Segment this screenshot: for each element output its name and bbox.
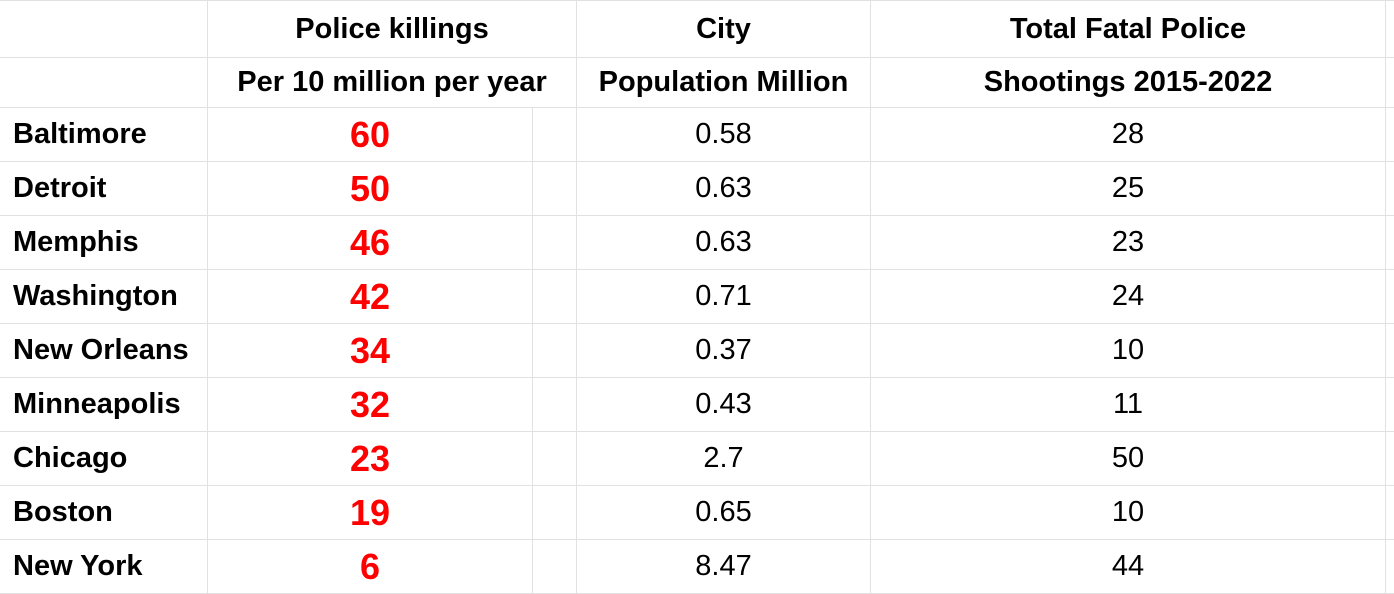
header-extra-cell[interactable] — [1386, 58, 1394, 107]
total-shootings-cell[interactable]: 24 — [871, 270, 1386, 323]
header-rate-line2[interactable]: Per 10 million per year — [208, 58, 577, 107]
city-cell[interactable]: Detroit — [0, 162, 208, 215]
empty-cell[interactable] — [1386, 486, 1394, 539]
total-shootings-cell[interactable]: 11 — [871, 378, 1386, 431]
table-row: Minneapolis 32 0.43 11 — [0, 378, 1394, 432]
total-shootings-cell[interactable]: 44 — [871, 540, 1386, 593]
population-cell[interactable]: 8.47 — [577, 540, 871, 593]
header-row-2: Per 10 million per year Population Milli… — [0, 58, 1394, 108]
total-shootings-cell[interactable]: 10 — [871, 486, 1386, 539]
empty-cell[interactable] — [1386, 162, 1394, 215]
empty-cell[interactable] — [533, 432, 577, 485]
total-shootings-cell[interactable]: 28 — [871, 108, 1386, 161]
header-empty-cell[interactable] — [0, 1, 208, 57]
rate-cell[interactable]: 6 — [208, 540, 533, 593]
total-shootings-cell[interactable]: 50 — [871, 432, 1386, 485]
population-cell[interactable]: 0.58 — [577, 108, 871, 161]
total-shootings-cell[interactable]: 23 — [871, 216, 1386, 269]
city-cell[interactable]: Chicago — [0, 432, 208, 485]
city-cell[interactable]: Memphis — [0, 216, 208, 269]
rate-cell[interactable]: 19 — [208, 486, 533, 539]
population-cell[interactable]: 0.43 — [577, 378, 871, 431]
header-total-line2[interactable]: Shootings 2015-2022 — [871, 58, 1386, 107]
empty-cell[interactable] — [1386, 216, 1394, 269]
empty-cell[interactable] — [533, 270, 577, 323]
rate-cell[interactable]: 42 — [208, 270, 533, 323]
header-row-1: Police killings City Total Fatal Police — [0, 0, 1394, 58]
header-population-line2[interactable]: Population Million — [577, 58, 871, 107]
population-cell[interactable]: 0.71 — [577, 270, 871, 323]
population-cell[interactable]: 0.63 — [577, 162, 871, 215]
empty-cell[interactable] — [1386, 324, 1394, 377]
city-cell[interactable]: Minneapolis — [0, 378, 208, 431]
empty-cell[interactable] — [533, 378, 577, 431]
empty-cell[interactable] — [533, 216, 577, 269]
empty-cell[interactable] — [1386, 540, 1394, 593]
empty-cell[interactable] — [1386, 432, 1394, 485]
table-row: Baltimore 60 0.58 28 — [0, 108, 1394, 162]
rate-cell[interactable]: 23 — [208, 432, 533, 485]
population-cell[interactable]: 0.37 — [577, 324, 871, 377]
rate-cell[interactable]: 50 — [208, 162, 533, 215]
rate-cell[interactable]: 46 — [208, 216, 533, 269]
table-row: New Orleans 34 0.37 10 — [0, 324, 1394, 378]
empty-cell[interactable] — [1386, 108, 1394, 161]
empty-cell[interactable] — [533, 162, 577, 215]
rate-cell[interactable]: 60 — [208, 108, 533, 161]
header-extra-cell[interactable] — [1386, 1, 1394, 57]
total-shootings-cell[interactable]: 25 — [871, 162, 1386, 215]
header-rate-line1[interactable]: Police killings — [208, 1, 577, 57]
table-row: Detroit 50 0.63 25 — [0, 162, 1394, 216]
table-row: Boston 19 0.65 10 — [0, 486, 1394, 540]
rate-cell[interactable]: 32 — [208, 378, 533, 431]
city-cell[interactable]: Baltimore — [0, 108, 208, 161]
table-row: New York 6 8.47 44 — [0, 540, 1394, 594]
city-cell[interactable]: Boston — [0, 486, 208, 539]
table-row: Washington 42 0.71 24 — [0, 270, 1394, 324]
total-shootings-cell[interactable]: 10 — [871, 324, 1386, 377]
empty-cell[interactable] — [1386, 378, 1394, 431]
rate-cell[interactable]: 34 — [208, 324, 533, 377]
population-cell[interactable]: 0.65 — [577, 486, 871, 539]
header-empty-cell[interactable] — [0, 58, 208, 107]
city-cell[interactable]: New Orleans — [0, 324, 208, 377]
empty-cell[interactable] — [533, 108, 577, 161]
city-cell[interactable]: New York — [0, 540, 208, 593]
population-cell[interactable]: 0.63 — [577, 216, 871, 269]
population-cell[interactable]: 2.7 — [577, 432, 871, 485]
header-total-line1[interactable]: Total Fatal Police — [871, 1, 1386, 57]
table-row: Memphis 46 0.63 23 — [0, 216, 1394, 270]
table-row: Chicago 23 2.7 50 — [0, 432, 1394, 486]
empty-cell[interactable] — [533, 324, 577, 377]
empty-cell[interactable] — [533, 486, 577, 539]
city-cell[interactable]: Washington — [0, 270, 208, 323]
header-population-line1[interactable]: City — [577, 1, 871, 57]
empty-cell[interactable] — [533, 540, 577, 593]
empty-cell[interactable] — [1386, 270, 1394, 323]
